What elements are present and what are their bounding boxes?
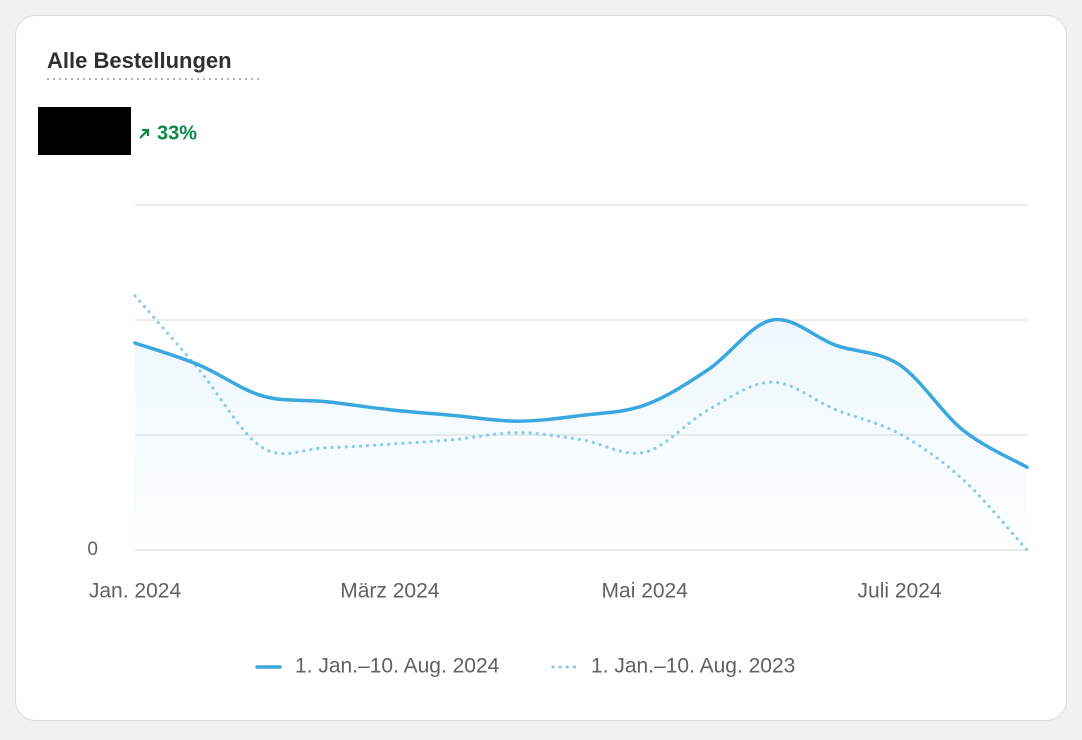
redacted-value	[38, 107, 131, 155]
legend-label: 1. Jan.–10. Aug. 2024	[295, 655, 500, 678]
x-tick-label: Juli 2024	[858, 580, 942, 603]
line	[133, 294, 1029, 552]
x-tick-label: März 2024	[340, 580, 440, 603]
legend-label: 1. Jan.–10. Aug. 2023	[591, 655, 795, 678]
line	[133, 317, 1029, 469]
y-tick-label: 0	[87, 539, 98, 560]
up-arrow	[139, 128, 150, 139]
x-tick-label: Jan. 2024	[89, 580, 182, 603]
card-title[interactable]: Alle Bestellungen	[47, 48, 232, 73]
x-tick-label: Mai 2024	[602, 580, 689, 603]
area	[135, 319, 1027, 550]
change: 33%	[157, 122, 197, 144]
